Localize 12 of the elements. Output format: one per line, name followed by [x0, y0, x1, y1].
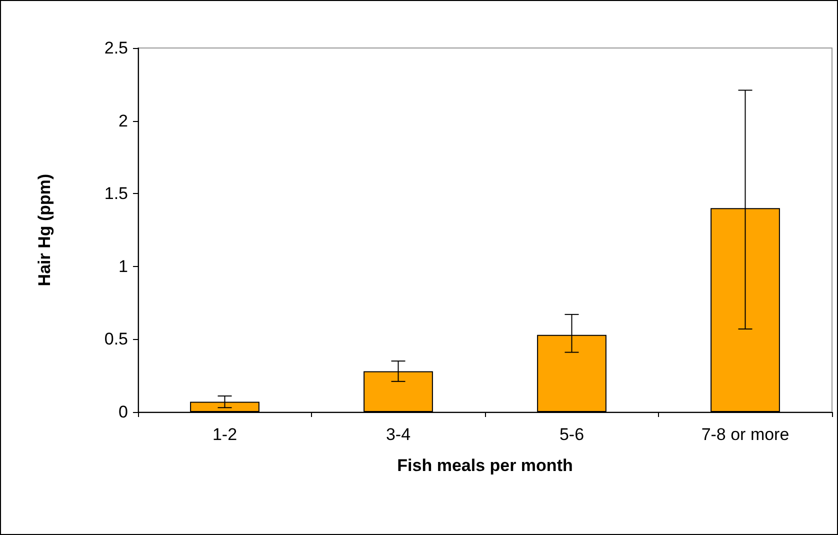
y-tick-label: 2 [118, 111, 128, 130]
y-tick-label: 2.5 [104, 38, 128, 58]
y-tick-label: 0 [118, 402, 128, 422]
y-tick-label: 1.5 [104, 184, 128, 204]
x-tick-label: 3-4 [386, 425, 411, 444]
y-tick-label: 0.5 [104, 330, 128, 349]
x-tick-label: 5-6 [559, 425, 584, 444]
y-axis-title: Hair Hg (ppm) [35, 174, 54, 286]
x-axis-title: Fish meals per month [397, 456, 573, 475]
y-tick-label: 1 [118, 256, 128, 276]
x-tick-label: 7-8 or more [701, 425, 790, 444]
x-tick-label: 1-2 [212, 425, 238, 444]
